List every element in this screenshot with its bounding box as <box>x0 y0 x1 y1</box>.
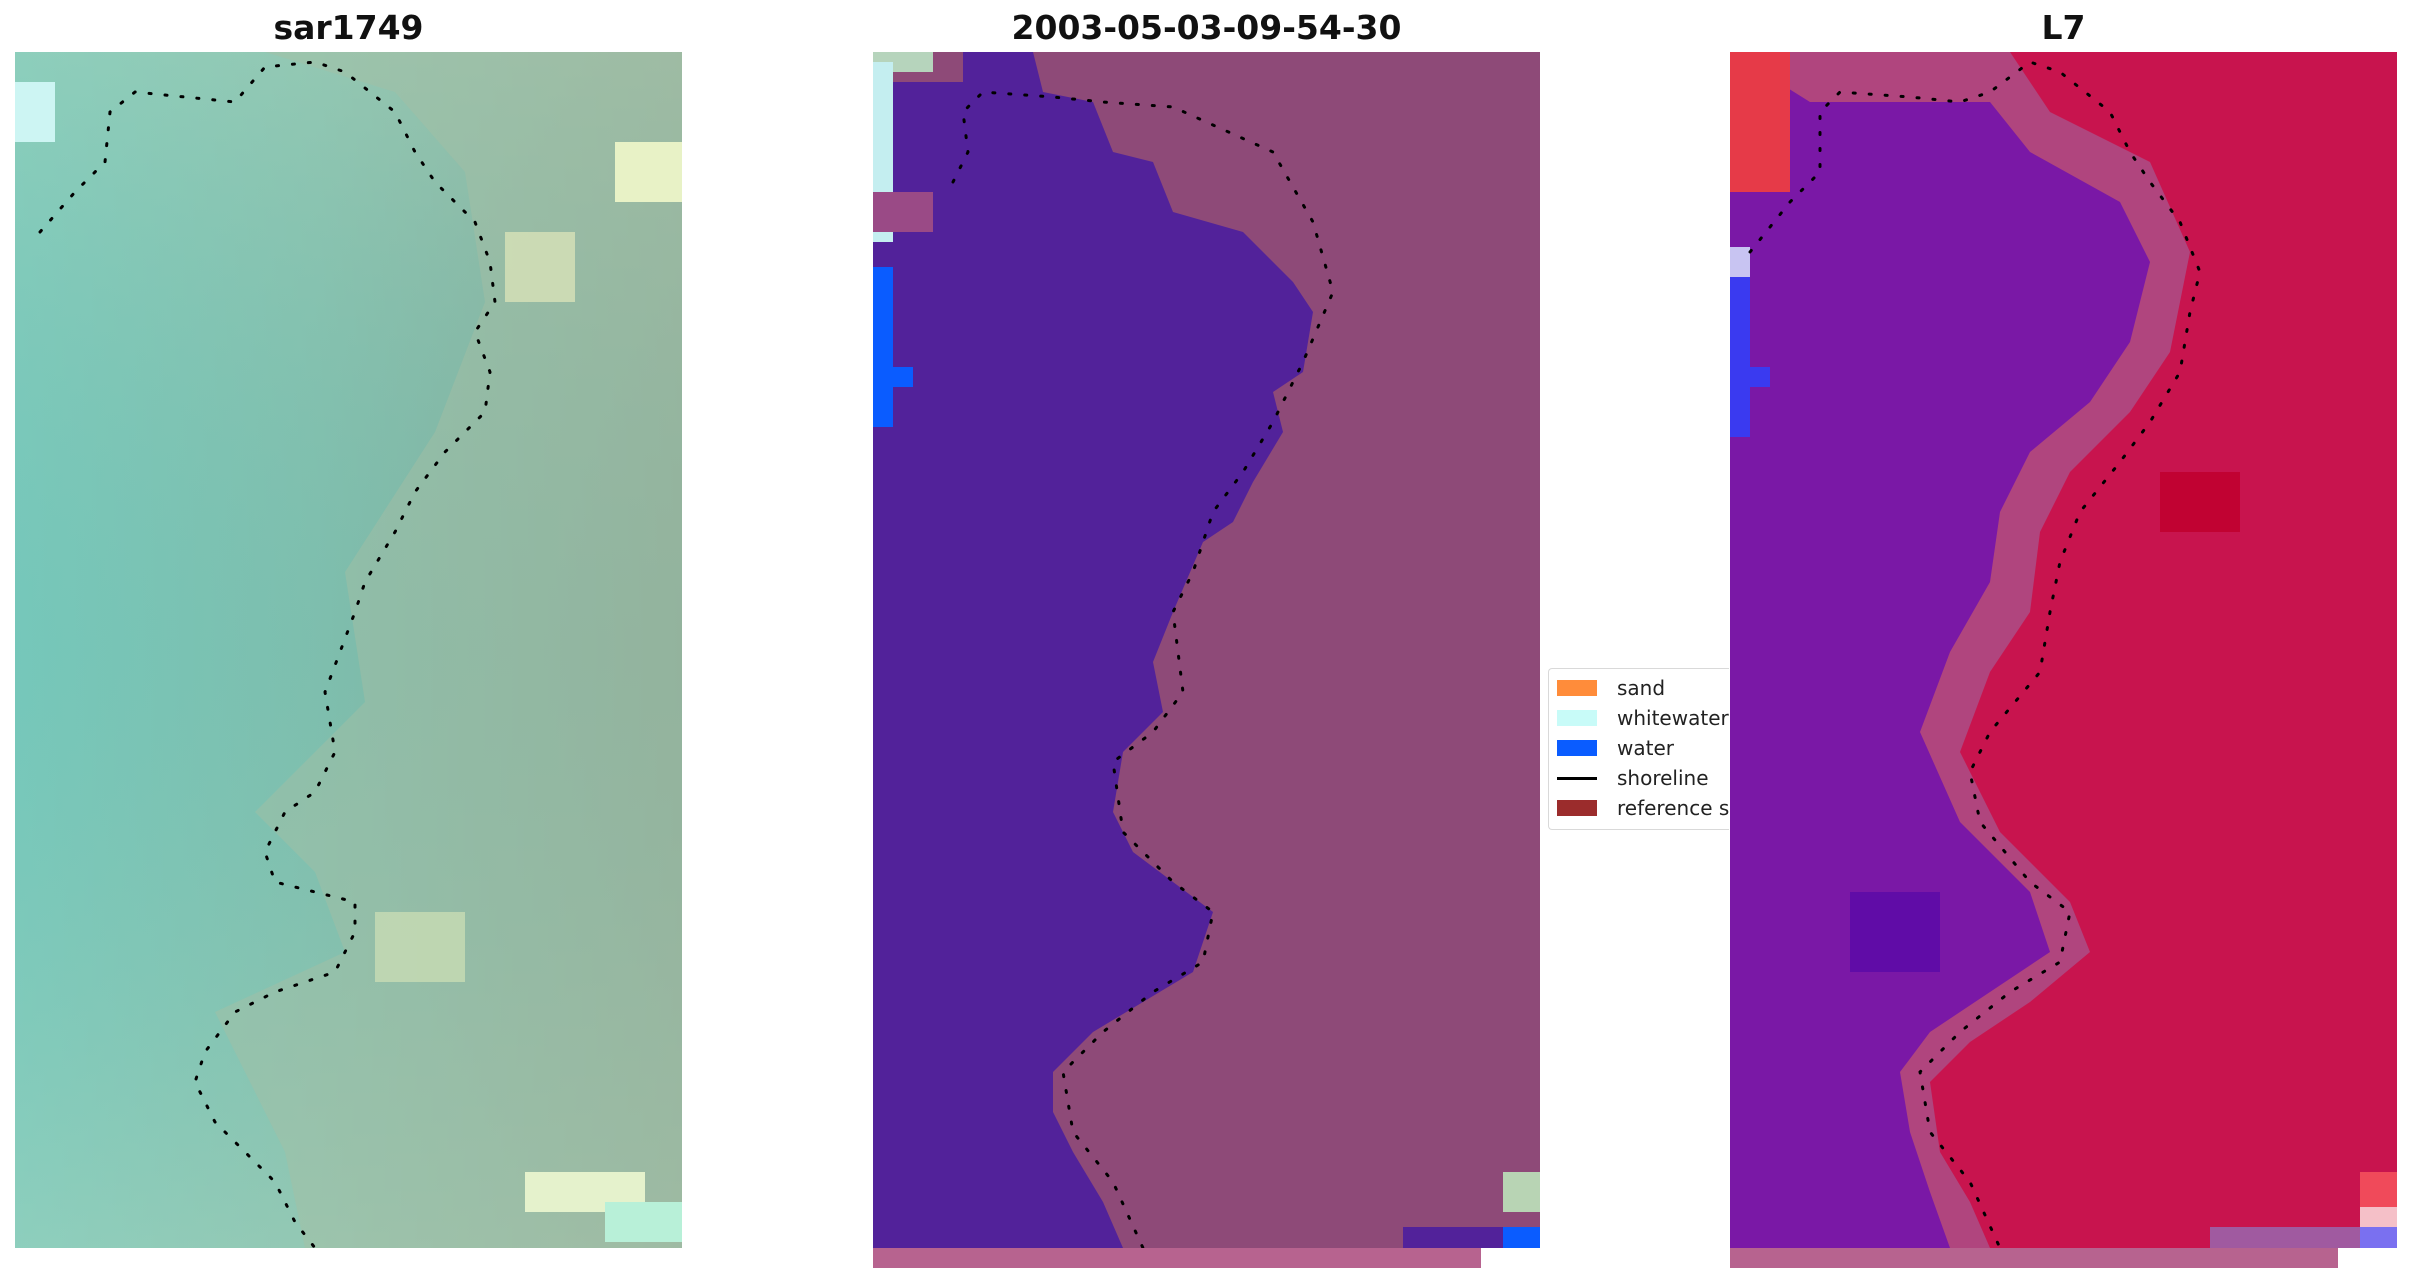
legend-label: whitewater <box>1617 706 1729 730</box>
legend-label: reference s <box>1617 796 1729 820</box>
panel-title-classified: 2003-05-03-09-54-30 <box>1011 8 1402 47</box>
index-image <box>1730 52 2397 1248</box>
legend-item-sand: sand <box>1557 675 1665 701</box>
legend-item-shoreline: shoreline <box>1557 765 1709 791</box>
legend-label: shoreline <box>1617 766 1709 790</box>
legend-swatch-water <box>1557 740 1597 756</box>
legend-swatch-sand <box>1557 680 1597 696</box>
classified-bottom-strip <box>873 1248 1481 1268</box>
panel-title-ndwi: L7 <box>2041 8 2086 47</box>
legend-swatch-whitewater <box>1557 710 1597 726</box>
index-bottom-strip <box>1730 1248 2338 1268</box>
legend-item-water: water <box>1557 735 1674 761</box>
rgb-image-panel <box>15 52 682 1248</box>
classified-image-panel <box>873 52 1540 1248</box>
legend-label: sand <box>1617 676 1666 700</box>
legend-item-reference-shoreline: reference s <box>1557 795 1729 821</box>
legend: sand whitewater water shoreline referenc… <box>1548 668 1729 830</box>
legend-label: water <box>1617 736 1674 760</box>
classified-image <box>873 52 1540 1248</box>
legend-line-shoreline <box>1557 776 1597 780</box>
legend-item-whitewater: whitewater <box>1557 705 1729 731</box>
index-image-panel <box>1730 52 2397 1248</box>
rgb-image <box>15 52 682 1248</box>
legend-swatch-reference <box>1557 800 1597 816</box>
panel-title-rgb: sar1749 <box>273 8 424 47</box>
